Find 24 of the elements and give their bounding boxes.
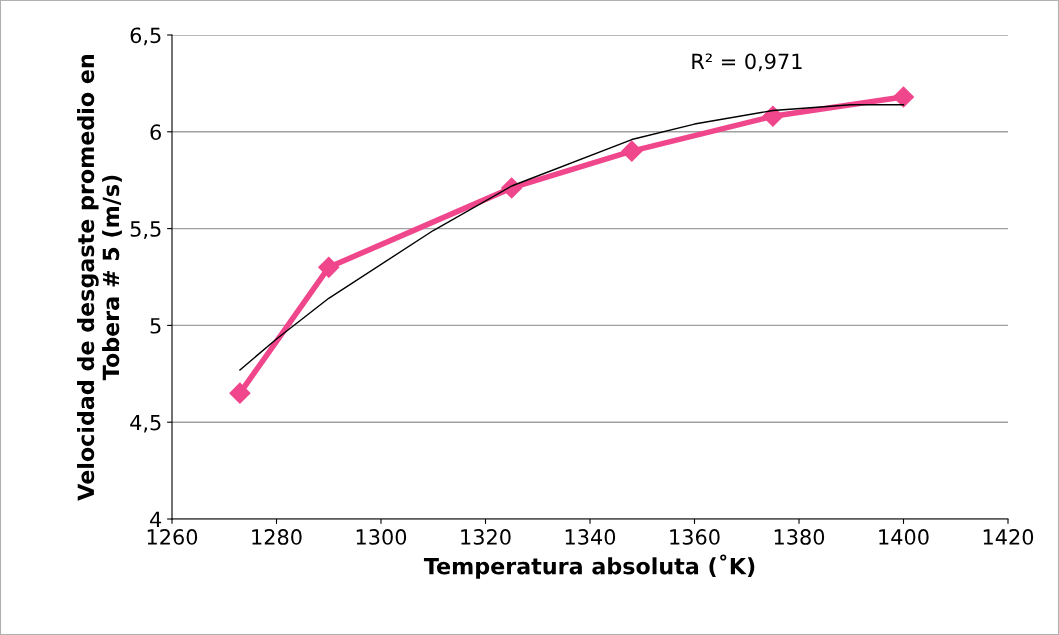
x-tick-label: 1320 [461,529,511,545]
point [229,382,251,404]
point [318,256,340,278]
x-tick-label: 1360 [670,529,720,545]
x-tick-label: 1420 [983,529,1034,545]
x-tick-label: 1280 [252,529,302,545]
y-tick-label: 4 [150,511,162,527]
x-tick-label: 1260 [147,529,198,545]
x-tick-label: 1300 [356,529,407,545]
x-tick-label: 1340 [565,529,616,545]
y-tick-label: 4,5 [130,414,161,433]
point [621,140,643,162]
y-tick-label: 5 [150,318,161,334]
x-tick-label: 1400 [879,529,929,545]
y-tick-label: 6 [150,124,161,141]
x-tick-label: 1380 [774,529,825,545]
point [892,86,915,108]
y-axis-title: Velocidad de desgaste promedio en Tobera # 5 (m/s) [77,54,122,501]
annotation: R² = 0,971 [692,53,802,72]
y-tick-label: 5,5 [130,221,161,239]
x-axis-title: Temperatura absoluta (˚K) [423,554,755,579]
point [501,177,523,199]
point [762,105,784,127]
y-tick-label: 6,5 [130,27,161,46]
